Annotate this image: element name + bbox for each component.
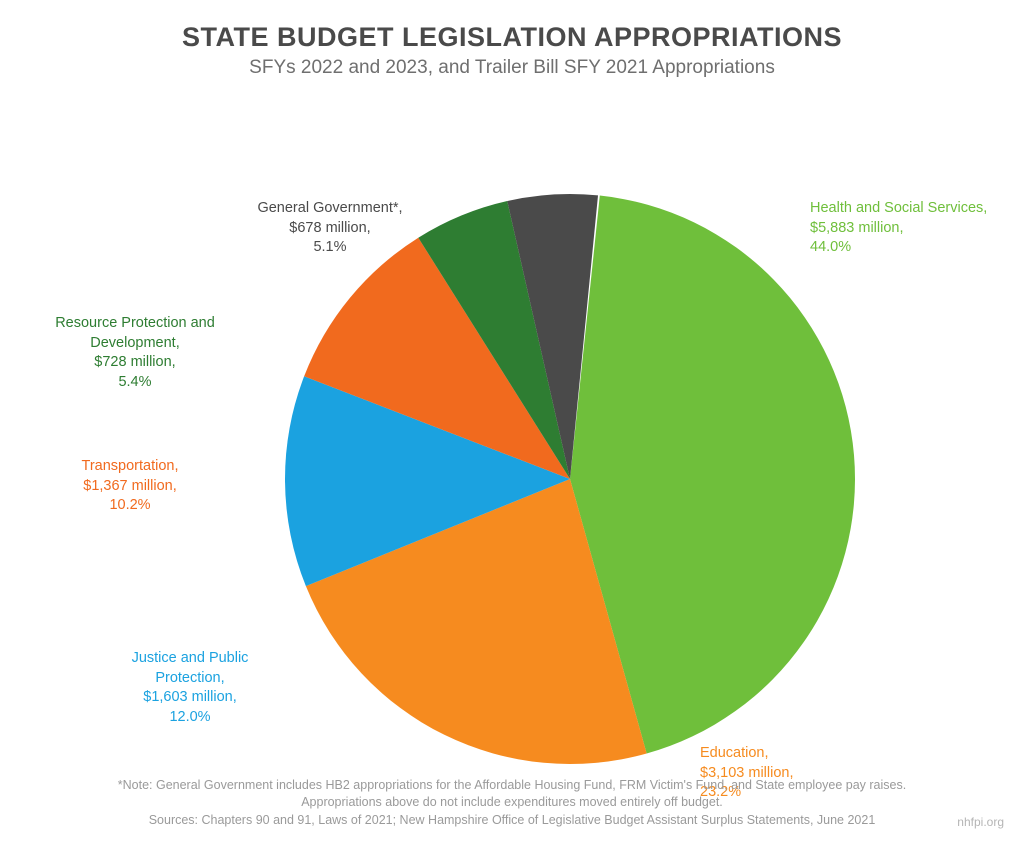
pie-chart-area: Health and Social Services,$5,883 millio… xyxy=(0,79,1024,759)
attribution: nhfpi.org xyxy=(957,815,1004,829)
slice-label: Health and Social Services,$5,883 millio… xyxy=(810,199,1020,258)
chart-subtitle: SFYs 2022 and 2023, and Trailer Bill SFY… xyxy=(0,57,1024,79)
pie-chart-svg xyxy=(284,193,856,765)
slice-label: Justice and Public Protection,$1,603 mil… xyxy=(95,649,285,727)
slice-label: General Government*,$678 million,5.1% xyxy=(230,199,430,258)
footnote-line: *Note: General Government includes HB2 a… xyxy=(40,777,984,795)
slice-label: Transportation,$1,367 million,10.2% xyxy=(45,457,215,516)
chart-footnote: *Note: General Government includes HB2 a… xyxy=(0,777,1024,830)
slice-label: Resource Protection and Development,$728… xyxy=(35,314,235,392)
footnote-line: Sources: Chapters 90 and 91, Laws of 202… xyxy=(40,812,984,830)
footnote-line: Appropriations above do not include expe… xyxy=(40,794,984,812)
chart-title: STATE BUDGET LEGISLATION APPROPRIATIONS xyxy=(0,0,1024,53)
